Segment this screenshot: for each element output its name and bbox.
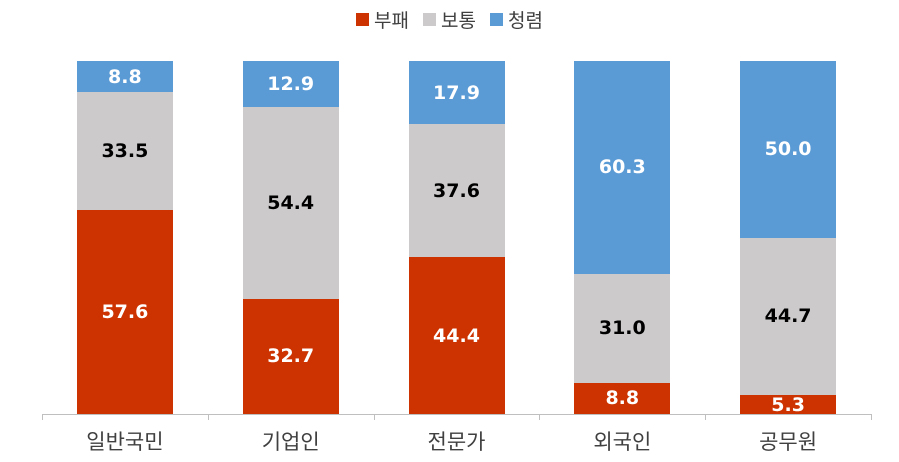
bar-segment: 5.3 (740, 395, 837, 414)
category-label: 공무원 (759, 430, 818, 454)
bar-segment: 50.0 (740, 61, 837, 238)
axis-tick (539, 414, 541, 420)
bar-stack: 32.7 54.4 12.9 (242, 61, 339, 414)
axis-tick (373, 414, 375, 420)
category-label: 전문가 (427, 430, 486, 454)
bar-segment: 32.7 (242, 298, 339, 414)
legend-item-corrupt: 부패 (356, 6, 409, 33)
bar-stack: 57.6 33.5 8.8 (76, 61, 173, 414)
bar-segment: 17.9 (408, 61, 505, 125)
legend-swatch-clean (489, 13, 503, 26)
bar-stack: 44.4 37.6 17.9 (408, 61, 505, 414)
x-axis (42, 414, 871, 415)
axis-tick (42, 414, 43, 420)
bar-segment: 33.5 (76, 92, 173, 211)
category-label: 일반국민 (86, 430, 164, 454)
bar-stack: 8.8 31.0 60.3 (574, 61, 671, 414)
legend-swatch-normal (423, 13, 437, 26)
category-label: 외국인 (593, 430, 652, 454)
bar-segment: 8.8 (574, 382, 671, 414)
bar-segment: 31.0 (574, 273, 671, 383)
axis-tick (705, 414, 707, 420)
legend-label: 청렴 (507, 10, 543, 32)
plot-area: 57.6 33.5 8.8 32.7 54.4 12.9 44.4 37.6 17.9 8.8 31… (42, 61, 871, 414)
bar-stack: 5.3 44.7 50.0 (740, 61, 837, 414)
category-label: 기업인 (261, 430, 320, 454)
bar-segment: 37.6 (408, 124, 505, 258)
axis-tick (207, 414, 209, 420)
legend-swatch-corrupt (356, 13, 370, 26)
legend-item-normal: 보통 (423, 6, 476, 33)
bar-segment: 54.4 (242, 106, 339, 299)
bar-segment: 8.8 (76, 61, 173, 93)
bar-segment: 57.6 (76, 210, 173, 414)
bar-segment: 12.9 (242, 61, 339, 107)
bar-segment: 44.7 (740, 237, 837, 396)
legend-label: 부패 (374, 10, 410, 32)
legend-item-clean: 청렴 (489, 6, 543, 33)
chart-legend: 부패 보통 청렴 (0, 6, 899, 33)
bar-segment: 44.4 (408, 257, 505, 414)
axis-tick (871, 414, 872, 420)
legend-label: 보통 (441, 10, 476, 32)
bar-segment: 60.3 (574, 61, 671, 274)
